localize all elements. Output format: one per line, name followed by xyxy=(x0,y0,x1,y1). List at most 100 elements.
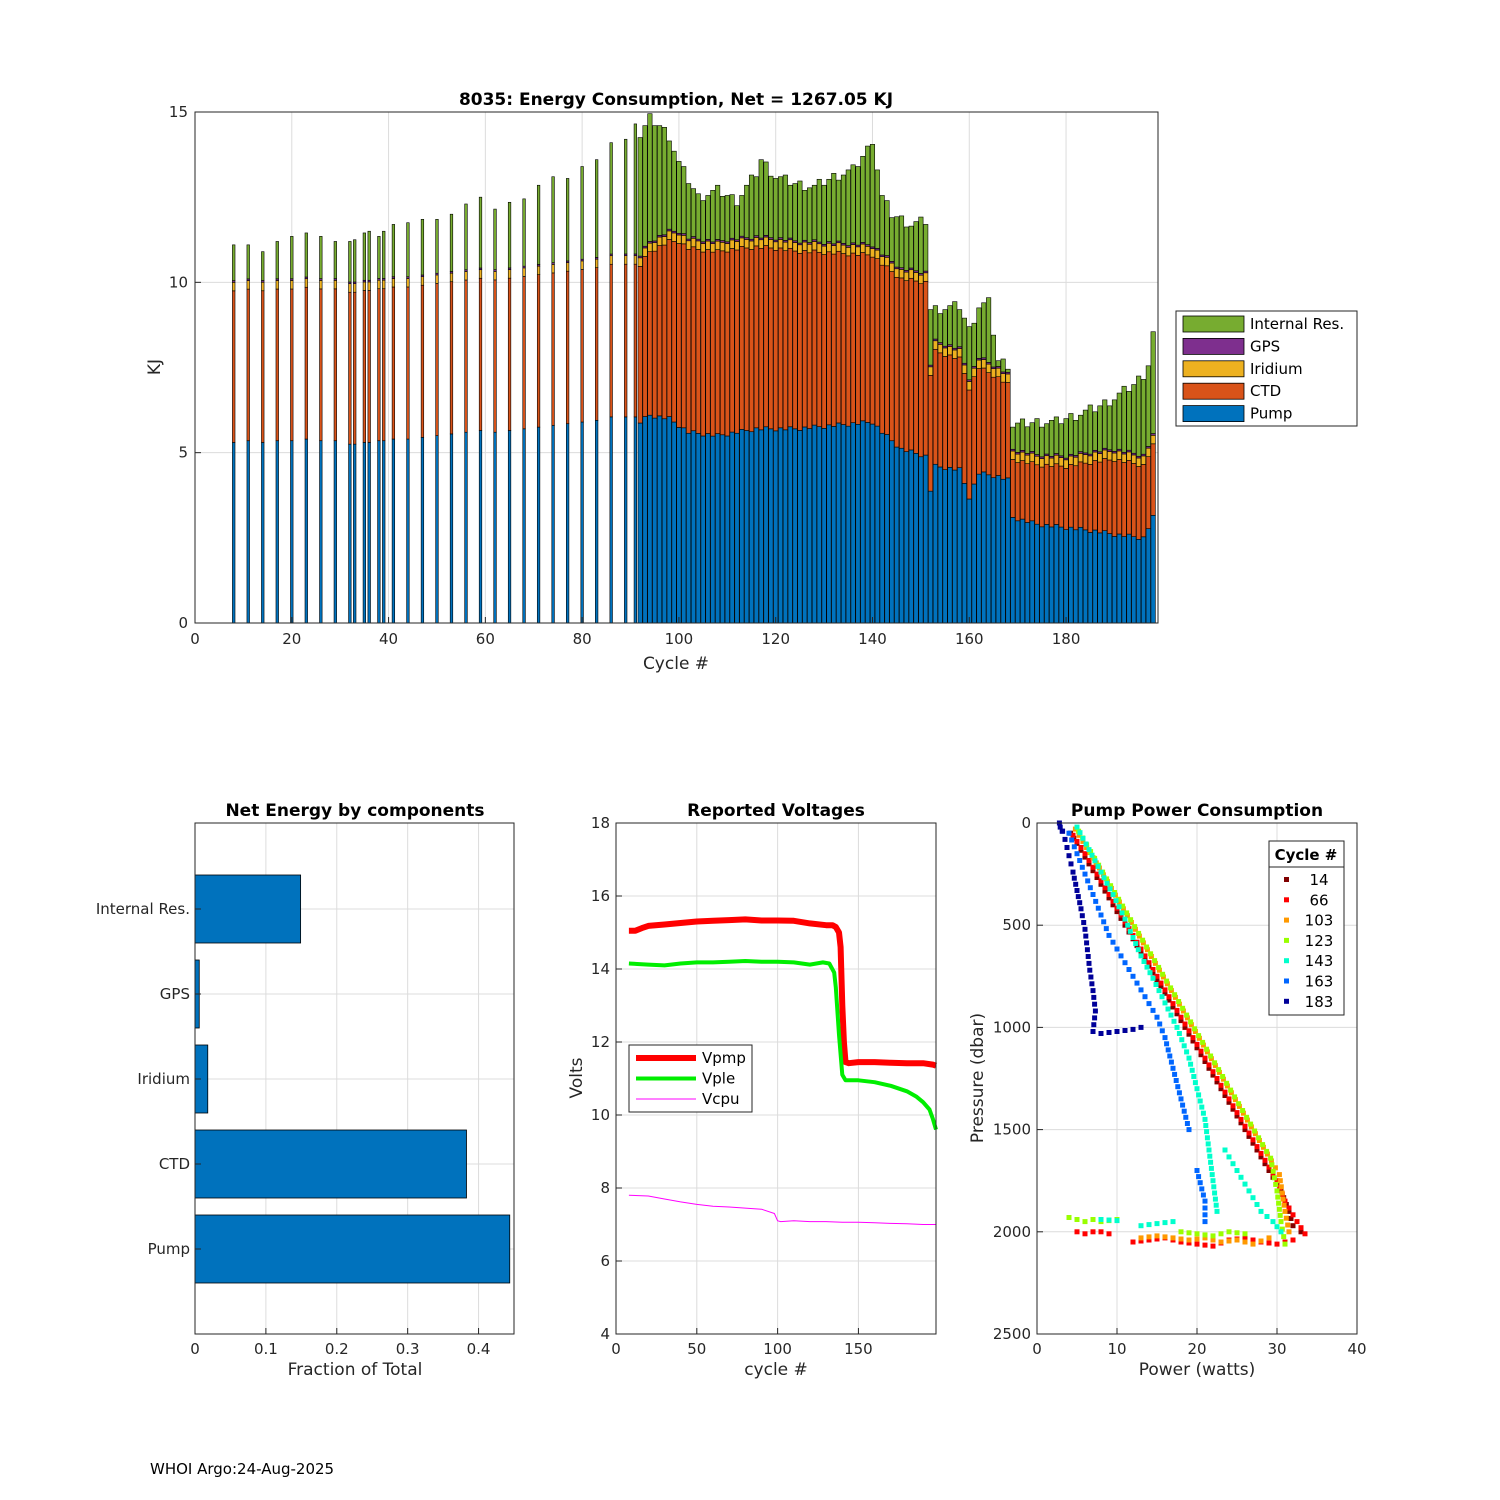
pump-point-cycle-163 xyxy=(1168,1059,1174,1065)
energy-bar-internalres-segment xyxy=(1049,419,1055,457)
pump-point-cycle-66 xyxy=(1154,1236,1160,1242)
energy-bar-ctd-segment xyxy=(1000,381,1006,480)
energy-bar-pump-segment xyxy=(942,469,948,624)
pump-point-cycle-163 xyxy=(1106,932,1112,938)
pump-point-cycle-123 xyxy=(1277,1212,1283,1218)
pump-point-cycle-66 xyxy=(1262,1157,1268,1163)
energy-bar-internalres-segment xyxy=(763,161,769,236)
pump-point-cycle-163 xyxy=(1146,1001,1152,1007)
pump-point-cycle-143 xyxy=(1083,841,1089,847)
pump-point-cycle-14 xyxy=(1288,1216,1294,1221)
pump-point-cycle-103 xyxy=(1162,1234,1168,1240)
pump-point-cycle-143 xyxy=(1207,1153,1213,1159)
pump-legend-marker xyxy=(1284,958,1289,964)
pump-point-cycle-66 xyxy=(1298,1225,1304,1231)
reported-voltages-chart: 0 50 100 150 4 6 8 10 12 14 16 18 Reported Voltages… xyxy=(567,801,938,1380)
pump-point-cycle-143 xyxy=(1138,1223,1144,1229)
energy-bar-ctd-segment xyxy=(724,251,730,437)
energy-bar-iridium-segment xyxy=(1140,455,1147,465)
energy-bar-internalres-segment xyxy=(710,190,716,243)
energy-bar-ctd-segment xyxy=(811,249,817,426)
pump-point-cycle-163 xyxy=(1176,1090,1182,1096)
energy-bar-iridium-segment xyxy=(869,248,876,258)
pump-point-cycle-143 xyxy=(1191,1074,1197,1079)
pump-point-cycle-66 xyxy=(1218,1082,1224,1088)
pump-point-cycle-66 xyxy=(1242,1235,1248,1241)
energy-bar-internalres-segment xyxy=(1078,414,1084,452)
energy-bar-iridium-segment xyxy=(362,281,366,291)
energy-bar-pump-segment xyxy=(1015,520,1021,624)
pump-xlabel: Power (watts) xyxy=(1139,1360,1256,1380)
pump-point-cycle-103 xyxy=(1160,974,1166,980)
energy-bar-internalres-segment xyxy=(367,230,371,281)
pump-point-cycle-143 xyxy=(1168,1012,1174,1018)
energy-bar-iridium-segment xyxy=(686,240,692,250)
energy-bar-internalres-segment xyxy=(353,239,357,283)
energy-bar-ctd-segment xyxy=(1039,466,1045,528)
energy-bar-iridium-segment xyxy=(551,264,555,274)
pump-point-cycle-143 xyxy=(1197,1098,1203,1104)
energy-bar-ctd-segment xyxy=(304,286,308,440)
energy-bar-ctd-segment xyxy=(367,290,371,443)
energy-bar-internalres-segment xyxy=(551,176,555,263)
energy-bar-pump-segment xyxy=(898,447,905,624)
pump-point-cycle-103 xyxy=(1170,1235,1176,1241)
energy-bar-pump-segment xyxy=(884,434,890,624)
pump-point-cycle-66 xyxy=(1166,994,1172,1000)
energy-bar-internalres-segment xyxy=(695,193,701,240)
pump-point-cycle-66 xyxy=(1090,1229,1096,1235)
energy-bar-internalres-segment xyxy=(894,216,900,268)
pump-point-cycle-103 xyxy=(1204,1049,1210,1055)
voltages-ytick-label: 12 xyxy=(591,1033,610,1051)
pump-point-cycle-123 xyxy=(1248,1121,1254,1127)
energy-bar-pump-segment xyxy=(377,440,381,624)
pump-point-cycle-66 xyxy=(1274,1241,1280,1247)
pump-point-cycle-123 xyxy=(1188,1019,1194,1025)
pump-point-cycle-103 xyxy=(1280,1196,1286,1202)
energy-bar-ctd-segment xyxy=(768,247,774,430)
energy-bar-iridium-segment xyxy=(1097,453,1103,463)
energy-bar-internalres-segment xyxy=(686,183,692,240)
pump-title: Pump Power Consumption xyxy=(1071,801,1323,821)
pump-point-cycle-66 xyxy=(1098,878,1104,884)
energy-ytick-label: 10 xyxy=(169,273,188,291)
energy-bar-pump-segment xyxy=(1140,536,1147,624)
energy-bar-iridium-segment xyxy=(913,272,919,282)
pump-point-cycle-143 xyxy=(1212,1190,1218,1196)
energy-bar-ctd-segment xyxy=(889,271,895,442)
pump-point-cycle-103 xyxy=(1168,988,1174,994)
energy-bar-pump-segment xyxy=(319,440,323,624)
energy-bar-pump-segment xyxy=(1116,533,1122,624)
energy-bar-ctd-segment xyxy=(1150,443,1156,516)
energy-bar-iridium-segment xyxy=(715,240,721,250)
energy-bar-internalres-segment xyxy=(1053,416,1059,454)
pump-point-cycle-143 xyxy=(1278,1229,1284,1235)
energy-bar-internalres-segment xyxy=(918,216,924,274)
energy-bar-internalres-segment xyxy=(865,145,871,245)
energy-bar-pump-segment xyxy=(840,424,846,624)
pump-legend-label: 103 xyxy=(1305,912,1334,930)
pump-point-cycle-143 xyxy=(1192,1080,1198,1086)
energy-bar-internalres-segment xyxy=(845,169,851,246)
energy-bar-pump-segment xyxy=(986,474,992,624)
energy-bar-ctd-segment xyxy=(681,243,687,429)
pump-point-cycle-103 xyxy=(1212,1063,1218,1069)
pump-point-cycle-163 xyxy=(1122,960,1128,966)
energy-bar-ctd-segment xyxy=(850,252,856,423)
pump-point-cycle-66 xyxy=(1086,858,1092,863)
energy-bar-internalres-segment xyxy=(700,200,706,243)
pump-point-cycle-123 xyxy=(1116,896,1122,902)
energy-bar-internalres-segment xyxy=(1039,426,1045,458)
pump-point-cycle-66 xyxy=(1130,1239,1136,1245)
pump-point-cycle-123 xyxy=(1281,1234,1287,1240)
energy-bar-pump-segment xyxy=(744,430,750,624)
energy-bar-iridium-segment xyxy=(748,240,755,250)
energy-bar-ctd-segment xyxy=(816,251,822,427)
pump-point-cycle-103 xyxy=(1154,1233,1160,1239)
energy-bar-internalres-segment xyxy=(642,125,648,247)
pump-point-cycle-66 xyxy=(1230,1103,1236,1109)
energy-bar-internalres-segment xyxy=(1131,384,1137,454)
pump-xtick-label: 10 xyxy=(1107,1340,1126,1358)
energy-bar-internalres-segment xyxy=(362,232,366,281)
pump-ytick-label: 2500 xyxy=(993,1325,1031,1343)
